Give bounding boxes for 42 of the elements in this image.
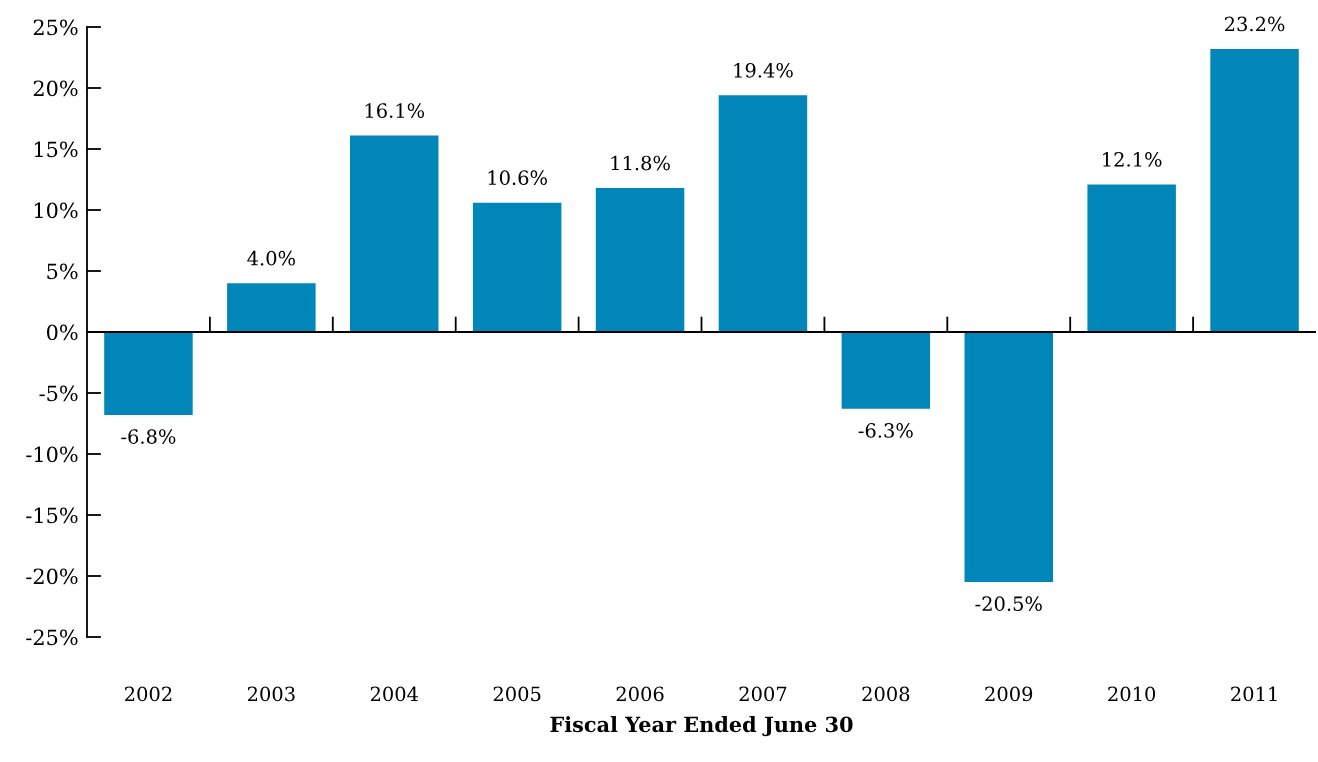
- bar: [1087, 184, 1176, 332]
- bar: [595, 188, 685, 332]
- x-tick-label: 2008: [862, 686, 910, 702]
- data-label: 10.6%: [488, 170, 547, 186]
- y-tick-label: -20%: [26, 568, 78, 585]
- y-tick-label: 25%: [33, 19, 78, 36]
- data-label: 19.4%: [734, 62, 793, 78]
- y-tick-label: 15%: [34, 141, 78, 158]
- x-tick-label: 2009: [985, 686, 1033, 702]
- x-tick-label: 2005: [493, 686, 541, 702]
- x-tick-label: 2010: [1108, 686, 1156, 702]
- data-label: -6.3%: [858, 423, 913, 438]
- bar: [718, 95, 808, 332]
- data-label: -20.5%: [975, 596, 1042, 612]
- data-label: 23.2%: [1224, 16, 1285, 32]
- bar: [227, 283, 316, 332]
- data-label: 11.8%: [611, 155, 670, 171]
- bar: [964, 332, 1053, 583]
- x-tick-label: 2007: [739, 686, 787, 702]
- y-tick-label: -10%: [26, 446, 78, 463]
- data-label: -6.8%: [121, 429, 176, 444]
- bar: [472, 202, 562, 332]
- bar: [104, 332, 193, 415]
- bar: [350, 135, 439, 332]
- y-tick-label: -25%: [26, 629, 78, 646]
- x-tick-label: 2002: [125, 686, 172, 702]
- x-tick-label: 2011: [1231, 686, 1277, 702]
- bar: [1210, 48, 1299, 332]
- y-tick-label: 20%: [33, 80, 78, 97]
- y-tick-label: -15%: [26, 507, 78, 524]
- data-label: 16.1%: [365, 103, 425, 118]
- y-tick-label: 10%: [34, 202, 78, 219]
- x-tick-label: 2006: [616, 686, 664, 702]
- y-tick-label: 0%: [46, 324, 78, 341]
- data-label: 4.0%: [247, 250, 295, 266]
- data-label: 12.1%: [1103, 152, 1162, 167]
- x-tick-label: 2004: [370, 686, 419, 702]
- bar: [841, 332, 931, 409]
- y-tick-label: 5%: [47, 263, 78, 280]
- x-axis-title: Fiscal Year Ended June 30: [550, 716, 853, 737]
- x-tick-label: 2003: [247, 686, 295, 702]
- y-tick-label: -5%: [39, 385, 78, 402]
